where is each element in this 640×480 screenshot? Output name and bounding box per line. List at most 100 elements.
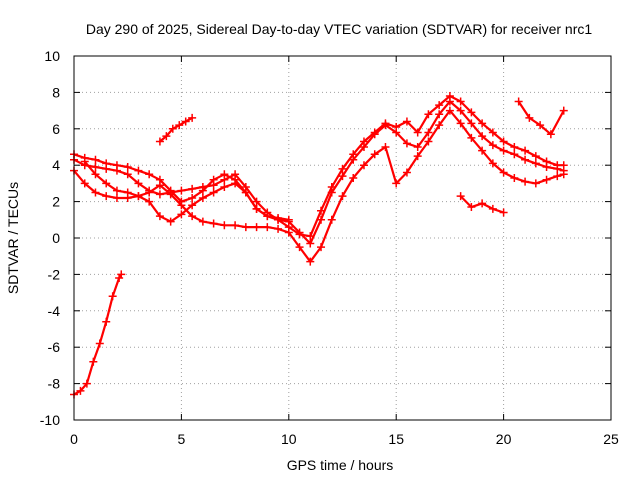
y-tick-label: -2	[48, 266, 61, 282]
data-point-marker	[123, 163, 132, 172]
data-point-marker	[177, 186, 186, 195]
data-point-marker	[91, 163, 100, 172]
data-point-marker	[546, 130, 555, 139]
data-point-marker	[542, 163, 551, 172]
data-point-marker	[467, 119, 476, 128]
data-point-marker	[435, 121, 444, 130]
x-tick-label: 0	[70, 431, 78, 447]
data-point-marker	[392, 128, 401, 137]
data-point-marker	[531, 152, 540, 161]
x-tick-label: 20	[496, 431, 512, 447]
data-point-marker	[435, 101, 444, 110]
data-point-marker	[117, 270, 126, 279]
x-axis-label: GPS time / hours	[287, 457, 394, 473]
y-tick-label: -4	[48, 303, 61, 319]
data-point-marker	[188, 201, 197, 210]
x-tick-label: 10	[281, 431, 297, 447]
data-point-marker	[95, 339, 104, 348]
data-point-marker	[349, 155, 358, 164]
data-point-marker	[467, 203, 476, 212]
data-point-marker	[252, 204, 261, 213]
data-point-marker	[521, 146, 530, 155]
data-point-marker	[175, 121, 184, 130]
data-point-marker	[241, 223, 250, 232]
data-point-marker	[112, 186, 121, 195]
data-point-marker	[349, 173, 358, 182]
data-point-marker	[499, 208, 508, 217]
data-point-marker	[424, 110, 433, 119]
data-point-marker	[499, 137, 508, 146]
data-point-marker	[478, 199, 487, 208]
data-point-marker	[317, 243, 326, 252]
data-point-marker	[521, 155, 530, 164]
data-point-marker	[155, 212, 164, 221]
data-point-marker	[198, 217, 207, 226]
data-point-marker	[91, 155, 100, 164]
data-point-marker	[80, 179, 89, 188]
data-point-marker	[80, 157, 89, 166]
y-tick-label: 4	[52, 157, 60, 173]
data-point-marker	[559, 106, 568, 115]
data-point-marker	[102, 192, 111, 201]
data-point-marker	[338, 164, 347, 173]
y-tick-label: 0	[52, 230, 60, 246]
data-point-marker	[327, 188, 336, 197]
data-point-marker	[467, 133, 476, 142]
data-point-marker	[488, 204, 497, 213]
data-point-marker	[155, 137, 164, 146]
data-point-marker	[284, 215, 293, 224]
data-point-marker	[306, 257, 315, 266]
data-point-marker	[402, 117, 411, 126]
data-point-marker	[413, 128, 422, 137]
data-point-marker	[252, 223, 261, 232]
data-point-marker	[188, 193, 197, 202]
data-point-marker	[499, 168, 508, 177]
data-point-marker	[370, 130, 379, 139]
data-point-marker	[338, 192, 347, 201]
data-point-marker	[123, 188, 132, 197]
series-trace-8	[514, 97, 568, 139]
data-point-marker	[510, 143, 519, 151]
data-point-marker	[514, 97, 523, 106]
data-point-marker	[521, 177, 530, 186]
data-point-marker	[359, 143, 368, 151]
y-tick-label: 10	[44, 48, 60, 64]
data-point-marker	[456, 119, 465, 128]
data-point-marker	[456, 106, 465, 115]
y-tick-label: -10	[40, 412, 60, 428]
x-tick-label: 5	[178, 431, 186, 447]
data-point-marker	[102, 317, 111, 326]
data-point-marker	[553, 172, 562, 181]
data-point-marker	[402, 168, 411, 177]
data-point-marker	[209, 175, 218, 184]
data-point-marker	[542, 175, 551, 184]
data-point-marker	[424, 137, 433, 146]
y-tick-label: 6	[52, 121, 60, 137]
data-point-marker	[112, 161, 121, 170]
data-point-marker	[488, 141, 497, 150]
data-point-marker	[177, 210, 186, 219]
data-point-marker	[559, 166, 568, 175]
data-point-marker	[263, 212, 272, 221]
data-point-marker	[76, 386, 85, 395]
data-point-marker	[112, 193, 121, 202]
series-trace-7	[456, 192, 508, 217]
data-point-marker	[327, 215, 336, 224]
y-tick-label: -8	[48, 376, 61, 392]
data-point-marker	[134, 179, 143, 188]
data-point-marker	[162, 132, 171, 141]
data-point-marker	[467, 108, 476, 117]
data-point-marker	[445, 106, 454, 115]
data-point-marker	[231, 221, 240, 230]
data-point-marker	[134, 166, 143, 175]
data-point-marker	[168, 124, 177, 133]
series-layer	[70, 92, 568, 399]
data-point-marker	[166, 217, 175, 226]
data-point-marker	[108, 292, 117, 301]
data-point-marker	[456, 192, 465, 201]
data-point-marker	[531, 179, 540, 188]
data-point-marker	[188, 184, 197, 193]
data-point-marker	[188, 212, 197, 221]
data-point-marker	[435, 110, 444, 119]
data-point-marker	[413, 143, 422, 151]
